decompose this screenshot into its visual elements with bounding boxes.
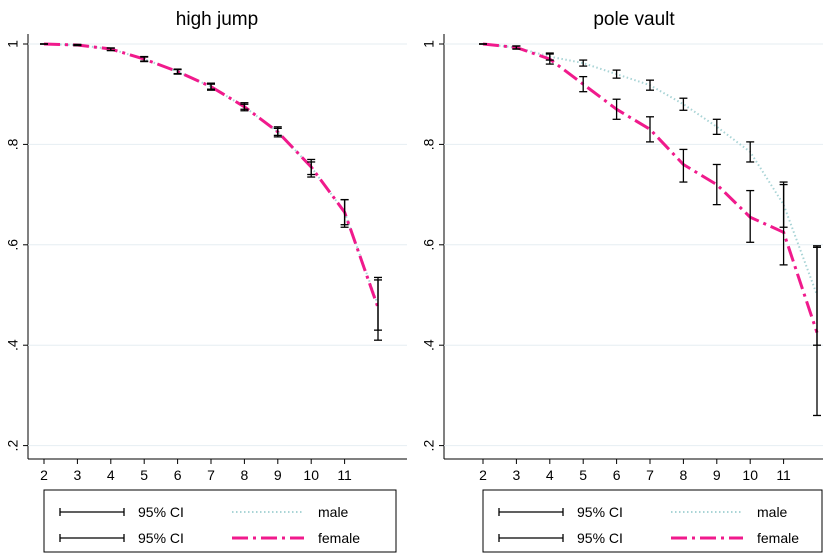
ci-bar-male <box>646 79 654 91</box>
x-tick-label: 6 <box>174 467 182 483</box>
x-tick-label: 7 <box>646 467 654 483</box>
ci-bar-female <box>813 245 821 417</box>
ci-bar-female <box>140 56 149 62</box>
x-tick-label: 7 <box>207 467 215 483</box>
ci-bar-female <box>746 189 755 243</box>
ci-bar-female <box>106 47 115 52</box>
x-tick-label: 4 <box>546 467 554 483</box>
panel-high-jump: high jump 1 .8 .6 .4 .2 2 3 4 5 6 7 8 9 10 11 95% CI mal… <box>5 9 407 553</box>
y-tick-label: .8 <box>421 138 437 150</box>
ci-bar-female <box>679 148 688 183</box>
ci-bar-male <box>746 141 755 163</box>
chart-title: high jump <box>176 9 258 30</box>
y-tick-label: 1 <box>5 40 21 48</box>
legend-label: 95% CI <box>577 504 623 520</box>
legend-label: male <box>318 504 349 520</box>
x-tick-label: 10 <box>742 467 758 483</box>
x-tick-label: 11 <box>337 467 352 483</box>
legend-box <box>43 489 397 553</box>
x-tick-label: 5 <box>579 467 587 483</box>
ci-bar-female <box>173 68 182 75</box>
ci-bar-female <box>612 98 621 120</box>
ci-bar-male <box>679 97 688 111</box>
ci-bar-male <box>579 59 588 67</box>
legend-box <box>482 489 823 553</box>
legend: 95% CI male 95% CI female <box>43 489 397 553</box>
x-tick-label: 9 <box>274 467 282 483</box>
ci-bar-female <box>273 127 282 137</box>
legend-label: 95% CI <box>138 530 184 546</box>
x-tick-label: 9 <box>713 467 721 483</box>
legend-label: female <box>318 530 360 546</box>
ci-bar-male <box>712 118 721 136</box>
y-tick-label: .6 <box>421 239 437 251</box>
ci-bar-female <box>579 75 588 93</box>
legend-item: 95% CI <box>498 504 623 520</box>
ci-bar-female <box>240 103 249 110</box>
legend-item: female <box>232 530 360 546</box>
x-tick-label: 2 <box>40 467 48 483</box>
ci-bar-female <box>545 53 554 65</box>
ci-bar-female <box>207 83 215 90</box>
y-tick-label: .2 <box>421 440 437 452</box>
x-tick-label: 5 <box>140 467 148 483</box>
y-tick-label: .8 <box>5 138 21 150</box>
ci-bar-female <box>340 198 349 228</box>
y-tick-label: 1 <box>421 40 437 48</box>
legend-label: male <box>757 504 788 520</box>
ci-bar-female <box>307 161 316 178</box>
legend-item: 95% CI <box>498 530 623 546</box>
x-tick-label: 11 <box>776 467 791 483</box>
x-tick-label: 8 <box>680 467 688 483</box>
ci-bar-female <box>779 183 788 266</box>
y-tick-label: .2 <box>5 440 21 452</box>
y-tick-label: .4 <box>421 339 437 351</box>
x-tick-label: 3 <box>513 467 521 483</box>
legend-item: 95% CI <box>59 530 184 546</box>
ci-bar-female <box>73 43 82 47</box>
x-tick-label: 3 <box>74 467 82 483</box>
y-tick-label: .4 <box>5 339 21 351</box>
ci-bar-female <box>646 116 654 143</box>
legend-label: 95% CI <box>577 530 623 546</box>
legend-label: female <box>757 530 799 546</box>
y-tick-label: .6 <box>5 239 21 251</box>
legend-item: 95% CI <box>59 504 184 520</box>
x-tick-label: 4 <box>107 467 115 483</box>
ci-bar-female <box>374 276 382 341</box>
x-tick-label: 10 <box>303 467 319 483</box>
legend-label: 95% CI <box>138 504 184 520</box>
legend-item: male <box>671 504 788 520</box>
panel-pole-vault: pole vault 1 .8 .6 .4 .2 2 3 4 5 6 7 8 9 10 11 95% CI ma… <box>421 9 823 553</box>
legend: 95% CI male 95% CI female <box>482 489 823 553</box>
chart-title: pole vault <box>593 9 675 30</box>
ci-bar-female <box>712 163 721 206</box>
legend-item: male <box>232 504 349 520</box>
ci-bar-female <box>512 45 521 50</box>
x-tick-label: 8 <box>241 467 249 483</box>
x-tick-label: 2 <box>479 467 487 483</box>
legend-item: female <box>671 530 799 546</box>
ci-bar-male <box>612 69 621 79</box>
x-tick-label: 6 <box>613 467 621 483</box>
